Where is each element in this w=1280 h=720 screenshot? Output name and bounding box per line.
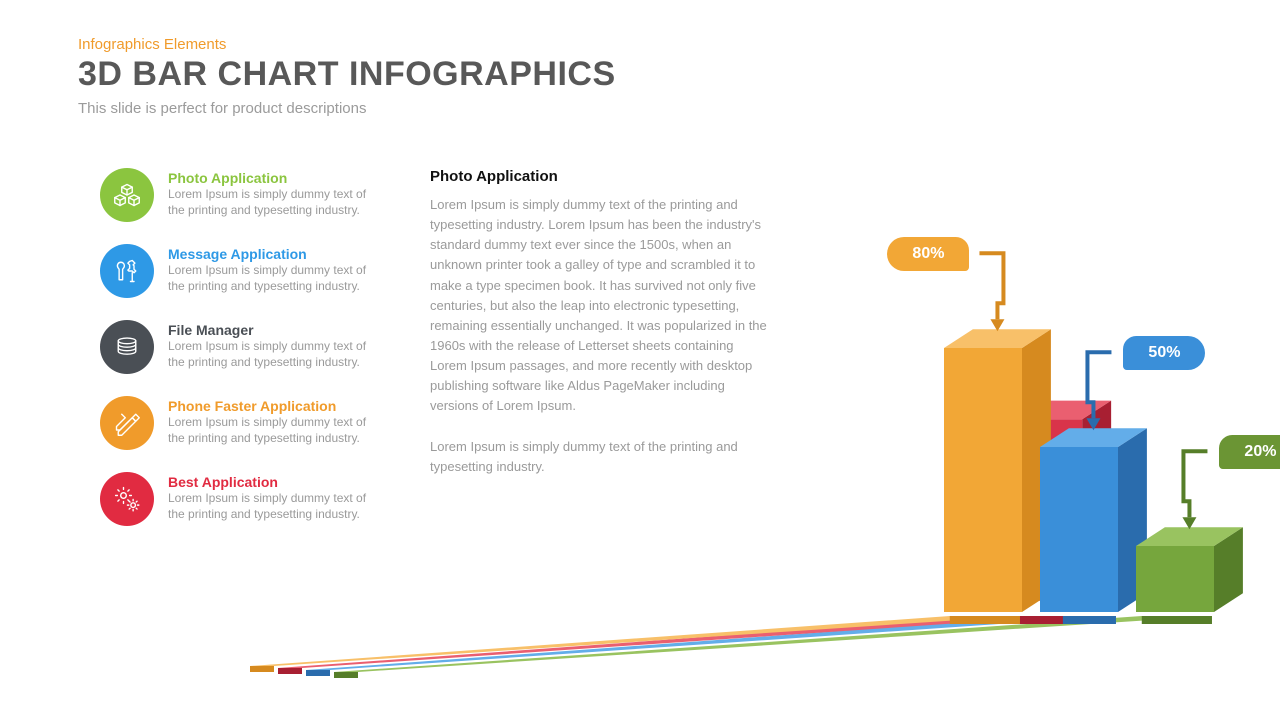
description-title: Photo Application [430, 168, 770, 185]
tools-icon [100, 244, 154, 298]
feature-item-title: Message Application [168, 246, 378, 262]
feature-item-3: Phone Faster Application Lorem Ipsum is … [100, 396, 400, 450]
feature-list: Photo Application Lorem Ipsum is simply … [100, 168, 400, 548]
feature-item-1: Message Application Lorem Ipsum is simpl… [100, 244, 400, 298]
feature-item-title: Photo Application [168, 170, 378, 186]
feature-item-0: Photo Application Lorem Ipsum is simply … [100, 168, 400, 222]
gears-icon [100, 472, 154, 526]
supertitle: Infographics Elements [78, 36, 1280, 53]
description-body: Lorem Ipsum is simply dummy text of the … [430, 195, 770, 417]
page-subtitle: This slide is perfect for product descri… [78, 100, 1280, 117]
bar-callout-2: 20% [1219, 435, 1280, 469]
page-title: 3D BAR CHART INFOGRAPHICS [78, 55, 1280, 94]
feature-item-title: Phone Faster Application [168, 398, 378, 414]
stack-icon [100, 320, 154, 374]
feature-item-title: Best Application [168, 474, 378, 490]
description-footer: Lorem Ipsum is simply dummy text of the … [430, 437, 770, 477]
feature-item-desc: Lorem Ipsum is simply dummy text of the … [168, 262, 378, 294]
feature-item-desc: Lorem Ipsum is simply dummy text of the … [168, 338, 378, 370]
feature-item-desc: Lorem Ipsum is simply dummy text of the … [168, 490, 378, 522]
feature-item-desc: Lorem Ipsum is simply dummy text of the … [168, 186, 378, 218]
feature-item-2: File Manager Lorem Ipsum is simply dummy… [100, 320, 400, 374]
description-panel: Photo Application Lorem Ipsum is simply … [430, 168, 770, 548]
bar-callout-1: 50% [1123, 336, 1205, 370]
pencils-icon [100, 396, 154, 450]
bar-callout-0: 80% [887, 237, 969, 271]
feature-item-4: Best Application Lorem Ipsum is simply d… [100, 472, 400, 526]
feature-item-desc: Lorem Ipsum is simply dummy text of the … [168, 414, 378, 446]
feature-item-title: File Manager [168, 322, 378, 338]
cubes-icon [100, 168, 154, 222]
